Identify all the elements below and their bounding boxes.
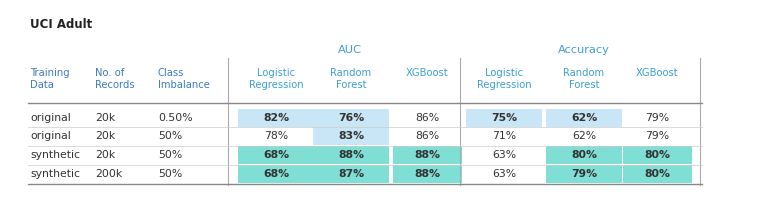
Text: 87%: 87% [338, 169, 364, 179]
Text: 50%: 50% [158, 169, 182, 179]
Text: 63%: 63% [492, 150, 516, 160]
Text: 63%: 63% [492, 169, 516, 179]
Text: 75%: 75% [491, 113, 517, 123]
Bar [546, 109, 622, 127]
Bar [546, 165, 622, 183]
Text: 50%: 50% [158, 131, 182, 141]
Text: Logistic
Regression: Logistic Regression [249, 68, 303, 90]
Text: Class
Imbalance: Class Imbalance [158, 68, 210, 90]
Text: original: original [30, 113, 71, 123]
Text: 68%: 68% [263, 169, 289, 179]
Text: 80%: 80% [644, 169, 670, 179]
Text: 71%: 71% [492, 131, 516, 141]
Text: synthetic: synthetic [30, 169, 80, 179]
Text: 76%: 76% [338, 113, 364, 123]
Text: 20k: 20k [95, 131, 115, 141]
Bar [238, 109, 314, 127]
Bar [313, 109, 389, 127]
Text: 20k: 20k [95, 113, 115, 123]
Text: 79%: 79% [645, 131, 670, 141]
Text: XGBoost: XGBoost [406, 68, 449, 78]
Bar [313, 146, 389, 164]
Bar [623, 146, 692, 164]
Text: 62%: 62% [571, 113, 598, 123]
Text: Random
Forest: Random Forest [330, 68, 372, 90]
Bar [238, 146, 314, 164]
Text: 86%: 86% [415, 131, 439, 141]
Text: 50%: 50% [158, 150, 182, 160]
Text: 88%: 88% [415, 169, 441, 179]
Text: 79%: 79% [645, 113, 670, 123]
Text: 80%: 80% [644, 150, 670, 160]
Bar [313, 127, 389, 145]
Text: 82%: 82% [263, 113, 289, 123]
Text: 62%: 62% [572, 131, 596, 141]
Bar [623, 165, 692, 183]
Text: 88%: 88% [415, 150, 441, 160]
Text: 86%: 86% [415, 113, 439, 123]
Text: Accuracy: Accuracy [558, 45, 610, 55]
Text: 80%: 80% [571, 150, 597, 160]
Text: synthetic: synthetic [30, 150, 80, 160]
Bar [238, 165, 314, 183]
Text: Logistic
Regression: Logistic Regression [477, 68, 531, 90]
Text: 0.50%: 0.50% [158, 113, 193, 123]
Bar [393, 146, 462, 164]
Text: 200k: 200k [95, 169, 122, 179]
Bar [466, 109, 542, 127]
Text: XGBoost: XGBoost [636, 68, 679, 78]
Text: UCI Adult: UCI Adult [30, 18, 92, 31]
Text: 20k: 20k [95, 150, 115, 160]
Text: 88%: 88% [338, 150, 364, 160]
Bar [313, 165, 389, 183]
Text: original: original [30, 131, 71, 141]
Text: 78%: 78% [264, 131, 288, 141]
Text: 68%: 68% [263, 150, 289, 160]
Text: 79%: 79% [571, 169, 597, 179]
Bar [546, 146, 622, 164]
Text: Random
Forest: Random Forest [564, 68, 604, 90]
Bar [393, 165, 462, 183]
Text: AUC: AUC [338, 45, 362, 55]
Text: Training
Data: Training Data [30, 68, 70, 90]
Text: 83%: 83% [338, 131, 364, 141]
Text: No. of
Records: No. of Records [95, 68, 134, 90]
